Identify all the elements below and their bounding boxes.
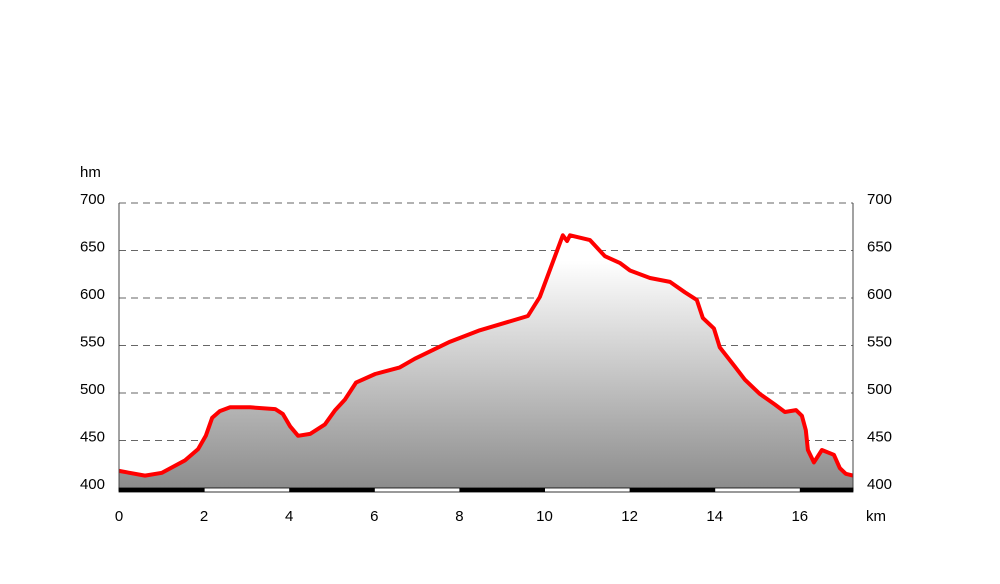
y-tick-label: 600 — [80, 286, 105, 303]
y-tick-label-right: 600 — [867, 286, 892, 303]
y-tick-label-right: 400 — [867, 476, 892, 493]
x-axis-segment — [289, 488, 375, 492]
x-tick-label: 6 — [370, 508, 378, 525]
x-axis-segment — [119, 488, 205, 492]
y-tick-label-right: 650 — [867, 238, 892, 255]
x-tick-label: 12 — [621, 508, 638, 525]
x-tick-label: 10 — [536, 508, 553, 525]
y-tick-label: 400 — [80, 476, 105, 493]
y-unit: hm — [80, 164, 101, 181]
y-tick-label-right: 550 — [867, 333, 892, 350]
y-tick-label-right: 700 — [867, 191, 892, 208]
x-unit: km — [866, 508, 886, 525]
x-tick-label: 14 — [706, 508, 723, 525]
x-tick-label: 2 — [200, 508, 208, 525]
line — [118, 233, 854, 478]
x-tick-label: 4 — [285, 508, 293, 525]
y-tick-label-right: 500 — [867, 381, 892, 398]
x-tick-label: 16 — [791, 508, 808, 525]
y-tick-label: 700 — [80, 191, 105, 208]
y-tick-label: 450 — [80, 428, 105, 445]
area — [119, 235, 853, 488]
x-axis-segment — [629, 488, 715, 492]
y-tick-label-right: 450 — [867, 428, 892, 445]
x-axis-segment — [459, 488, 545, 492]
x-tick-label: 8 — [455, 508, 463, 525]
y-tick-label: 500 — [80, 381, 105, 398]
y-tick-label: 550 — [80, 333, 105, 350]
x-tick-label: 0 — [115, 508, 123, 525]
y-tick-label: 650 — [80, 238, 105, 255]
x-axis-segment — [799, 488, 853, 492]
